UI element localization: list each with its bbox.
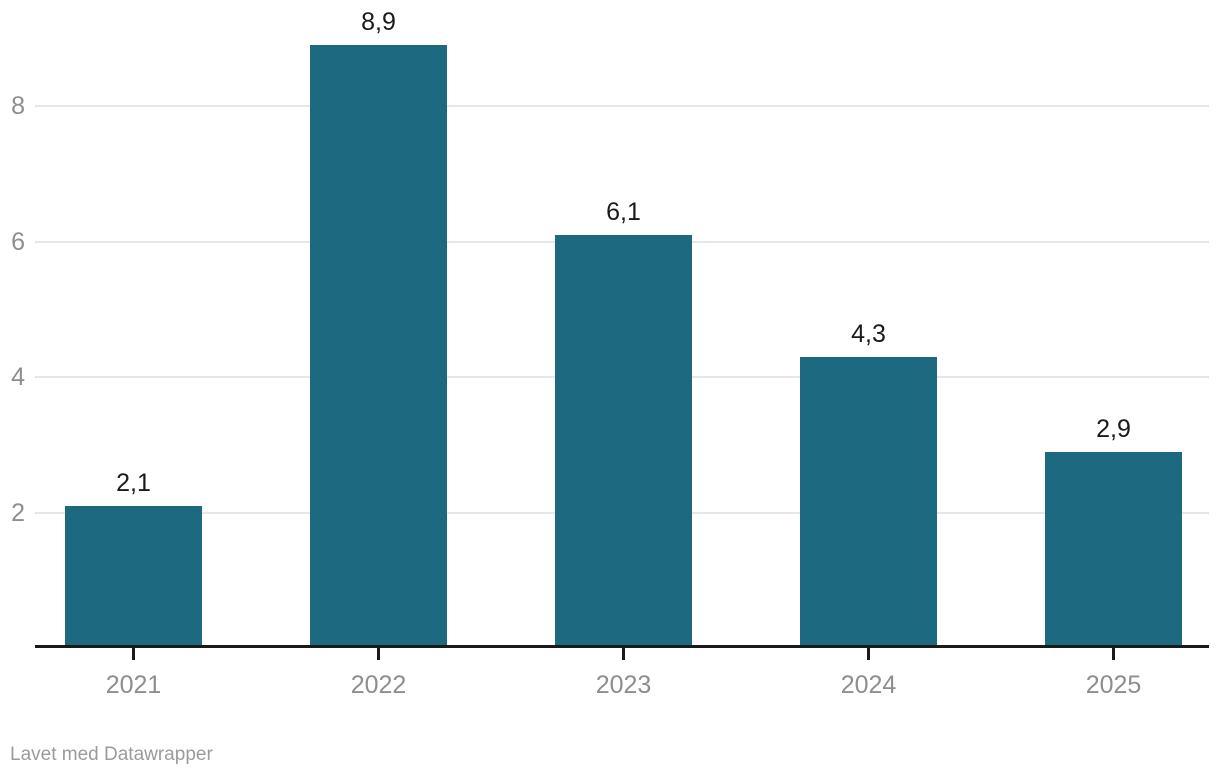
x-axis-tick-label: 2021 [105,671,162,699]
y-axis-tick-label: 8 [11,92,25,121]
bar-2021[interactable] [65,505,202,648]
bar-value-label: 6,1 [606,198,641,227]
bar-value-label: 2,9 [1096,414,1131,443]
x-axis-tick-label: 2022 [350,671,407,699]
x-axis-tick-label: 2025 [1085,671,1142,699]
x-axis-tick [1112,648,1115,660]
x-axis-tick [622,648,625,660]
y-axis-tick-label: 4 [11,363,25,392]
gridline [35,105,1209,108]
y-axis-tick-label: 2 [11,498,25,527]
x-axis-tick [377,648,380,660]
bar-2025[interactable] [1045,451,1182,648]
bar-value-label: 2,1 [116,468,151,497]
x-axis-tick [867,648,870,660]
datawrapper-attribution-link[interactable]: Lavet med Datawrapper [10,744,213,765]
x-axis-tick-label: 2023 [595,671,652,699]
bar-2022[interactable] [310,45,447,648]
plot-area: 2,1 8,9 6,1 4,3 2,9 [35,0,1209,648]
bar-2023[interactable] [555,235,692,648]
bar-2024[interactable] [800,356,937,648]
y-axis-tick-label: 6 [11,227,25,256]
x-axis-tick [132,648,135,660]
bar-value-label: 4,3 [851,319,886,348]
x-axis-tick-label: 2024 [840,671,897,699]
x-axis-line [35,645,1209,648]
bar-value-label: 8,9 [361,8,396,37]
